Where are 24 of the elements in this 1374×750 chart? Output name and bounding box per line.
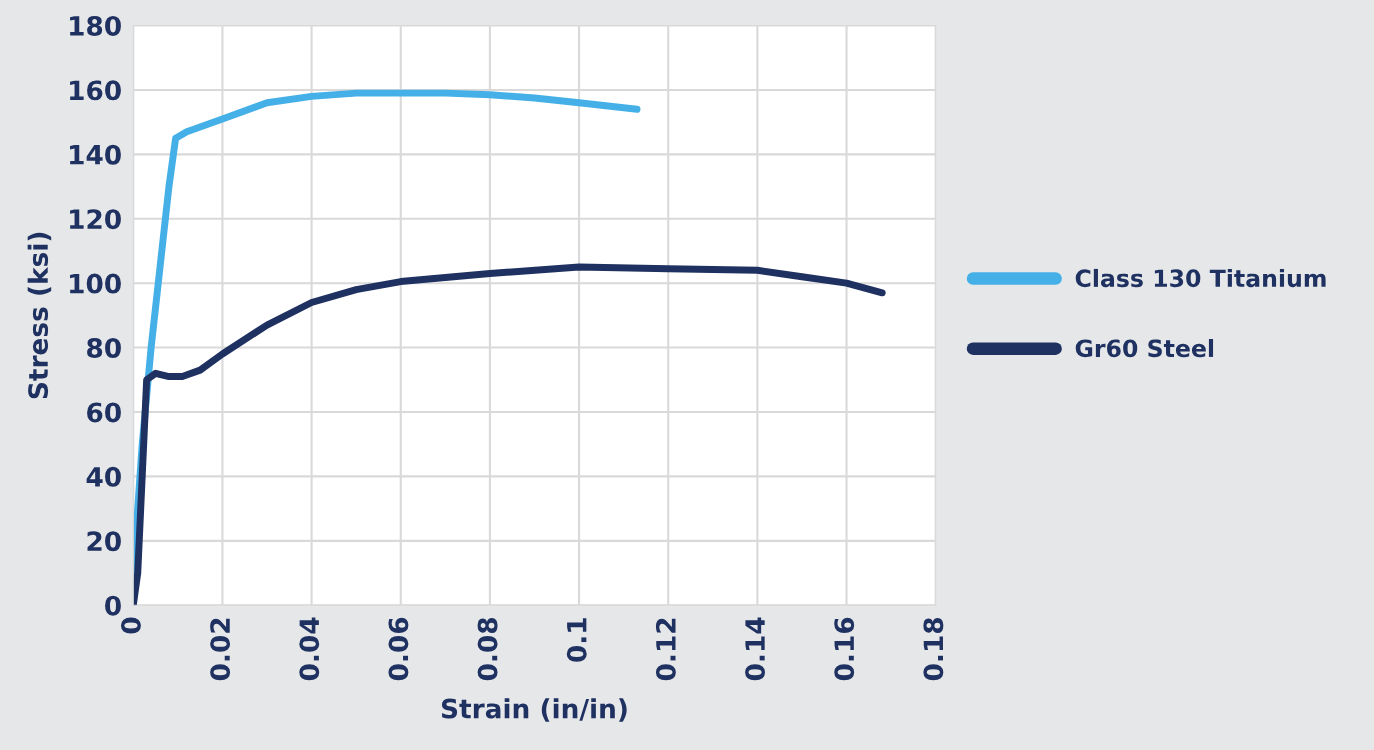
y-tick-label: 0 (105, 595, 121, 616)
y-tick-label: 160 (70, 80, 121, 101)
x-tick-label: 0.16 (834, 617, 855, 681)
x-axis-title: Strain (in/in) (441, 698, 627, 722)
x-tick-label: 0.12 (655, 618, 676, 681)
y-tick-label: 100 (70, 273, 121, 294)
x-tick-label: 0.06 (388, 617, 409, 681)
y-tick-label: 40 (86, 466, 121, 487)
legend-label: Gr60 Steel (1075, 338, 1214, 358)
y-tick-label: 20 (87, 531, 121, 552)
y-axis-title: Stress (ksi) (27, 232, 52, 399)
y-tick-label: 180 (70, 15, 121, 36)
x-tick-label: 0.08 (477, 618, 498, 681)
x-tick-label: 0.02 (210, 618, 231, 681)
y-tick-label: 140 (70, 144, 121, 165)
x-tick-label: 0.04 (299, 617, 320, 681)
x-tick-label: 0.1 (566, 618, 587, 662)
y-tick-label: 80 (87, 338, 121, 358)
y-tick-label: 120 (70, 209, 121, 230)
x-tick-label: 0.18 (923, 618, 944, 681)
y-tick-label: 60 (87, 402, 121, 423)
legend-label: Class 130 Titanium (1075, 268, 1326, 288)
x-tick-label: 0.14 (745, 617, 766, 681)
x-tick-label: 0 (120, 617, 141, 634)
